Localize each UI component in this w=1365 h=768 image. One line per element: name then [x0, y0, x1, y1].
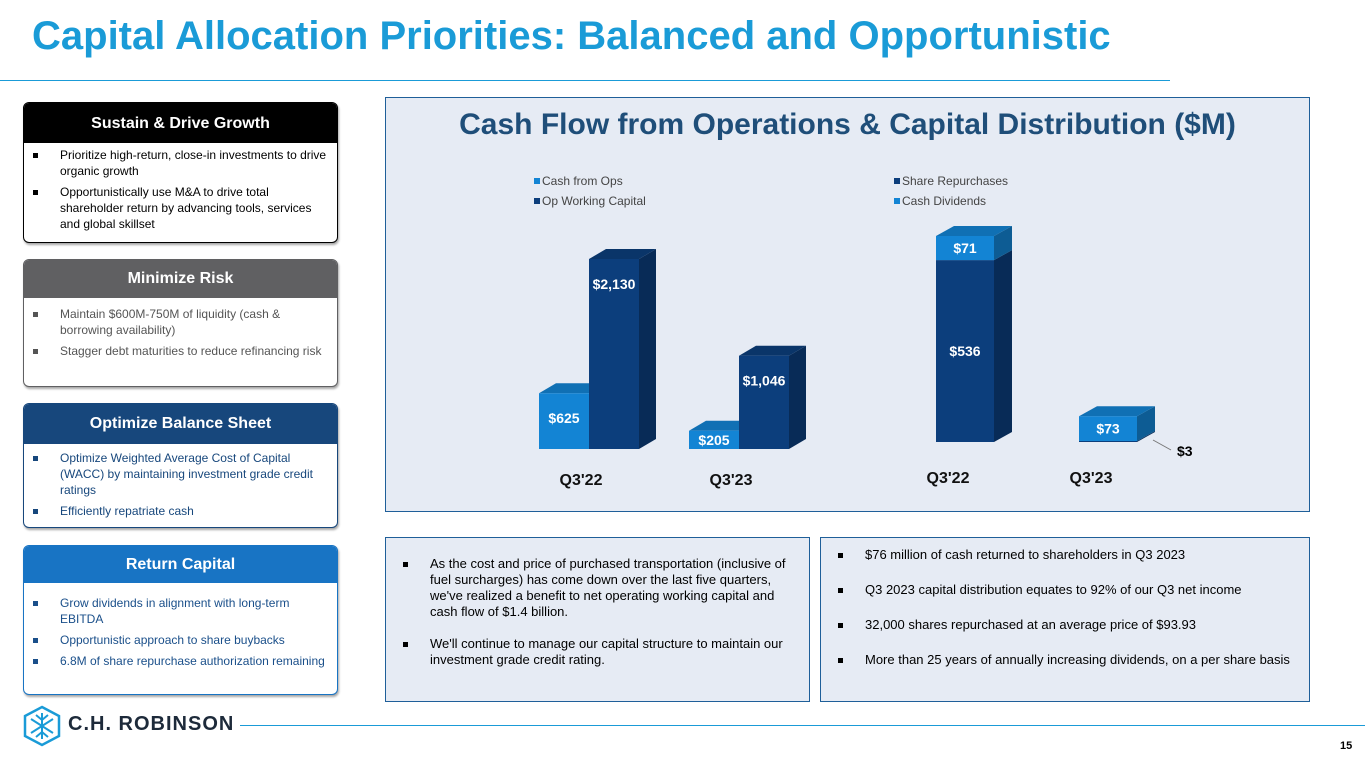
category-label: Q3'22 — [560, 472, 603, 489]
legend-label: Cash from Ops — [542, 174, 623, 188]
title-rule — [0, 80, 1170, 81]
legend-swatch — [534, 198, 540, 204]
chart-title: Cash Flow from Operations & Capital Dist… — [459, 108, 1236, 141]
bar-top — [739, 345, 806, 356]
value-label: $1,046 — [743, 373, 786, 389]
bar — [1079, 416, 1137, 441]
priority-panel: Optimize Balance Sheet Optimize Weighted … — [23, 403, 338, 528]
panel-item: 6.8M of share repurchase authorization r… — [28, 653, 331, 669]
value-label: $205 — [698, 432, 729, 448]
value-label: $625 — [548, 410, 579, 426]
bar-side — [1137, 406, 1155, 441]
note-item: More than 25 years of annually increasin… — [833, 652, 1299, 668]
panel-list: Prioritize high-return, close-in investm… — [24, 143, 337, 232]
category-label: Q3'23 — [710, 472, 753, 489]
note-item: We'll continue to manage our capital str… — [398, 636, 799, 668]
bar — [689, 430, 739, 449]
priority-panel: Return Capital Grow dividends in alignmen… — [23, 545, 338, 695]
panel-list: Maintain $600M-750M of liquidity (cash &… — [24, 298, 337, 359]
note-item: As the cost and price of purchased trans… — [398, 556, 799, 620]
legend-swatch — [894, 198, 900, 204]
label-leader — [1152, 439, 1172, 451]
note-box: $76 million of cash returned to sharehol… — [820, 537, 1310, 702]
bar-top — [1079, 406, 1155, 417]
legend-swatch — [534, 178, 540, 184]
panel-item: Optimize Weighted Average Cost of Capita… — [28, 450, 331, 498]
bar-side — [789, 345, 806, 449]
category-label: Q3'22 — [927, 470, 970, 487]
footer-rule — [240, 725, 1365, 726]
bar-top — [589, 249, 656, 259]
legend-label: Share Repurchases — [902, 174, 1008, 188]
value-label: $536 — [949, 343, 980, 359]
legend-label: Cash Dividends — [902, 194, 986, 208]
logo-text: C.H. ROBINSON — [68, 713, 235, 735]
panel-heading: Return Capital — [24, 546, 337, 583]
bar — [936, 260, 994, 442]
bar-top — [936, 226, 1012, 236]
priority-panel: Minimize Risk Maintain $600M-750M of liqu… — [23, 259, 338, 387]
panel-item: Grow dividends in alignment with long-te… — [28, 595, 331, 627]
category-label: Q3'23 — [1070, 470, 1113, 487]
panel-heading: Optimize Balance Sheet — [24, 404, 337, 444]
note-box: As the cost and price of purchased trans… — [385, 537, 810, 702]
slide-title: Capital Allocation Priorities: Balanced … — [32, 14, 1111, 58]
panel-item: Stagger debt maturities to reduce refina… — [28, 343, 331, 359]
note-item: $76 million of cash returned to sharehol… — [833, 547, 1299, 563]
page-number: 15 — [1340, 740, 1353, 752]
chart-panel: Cash Flow from Operations & Capital Dist… — [385, 97, 1310, 512]
legend-label: Op Working Capital — [542, 194, 646, 208]
chart: Cash from Ops Op Working Capital $625 $2,13… — [534, 174, 1193, 489]
bar — [589, 259, 639, 449]
bar-side — [1137, 430, 1155, 442]
panel-heading: Sustain & Drive Growth — [24, 103, 337, 143]
value-label: $71 — [953, 240, 977, 256]
panel-item: Opportunistic approach to share buybacks — [28, 632, 331, 648]
note-item: 32,000 shares repurchased at an average … — [833, 617, 1299, 633]
note-item: Q3 2023 capital distribution equates to … — [833, 582, 1299, 598]
bar — [739, 355, 789, 449]
note-list: $76 million of cash returned to sharehol… — [821, 538, 1309, 668]
panel-heading: Minimize Risk — [24, 260, 337, 298]
logo-icon — [23, 705, 61, 747]
panel-item: Efficiently repatriate cash — [28, 503, 331, 519]
panel-list: Grow dividends in alignment with long-te… — [24, 583, 337, 669]
bar — [539, 393, 589, 449]
bar — [1079, 440, 1137, 442]
legend-swatch — [894, 178, 900, 184]
value-label: $2,130 — [593, 276, 636, 292]
value-label: $3 — [1177, 443, 1193, 459]
bar-side — [994, 250, 1012, 442]
panel-item: Prioritize high-return, close-in investm… — [28, 147, 331, 179]
bar-side — [639, 249, 656, 449]
bar-side — [994, 226, 1012, 261]
bar — [936, 236, 994, 261]
panel-item: Opportunistically use M&A to drive total… — [28, 184, 331, 232]
priority-panel: Sustain & Drive Growth Prioritize high-re… — [23, 102, 338, 243]
panel-item: Maintain $600M-750M of liquidity (cash &… — [28, 306, 331, 338]
value-label: $73 — [1096, 421, 1120, 437]
note-list: As the cost and price of purchased trans… — [386, 538, 809, 668]
panel-list: Optimize Weighted Average Cost of Capita… — [24, 444, 337, 519]
